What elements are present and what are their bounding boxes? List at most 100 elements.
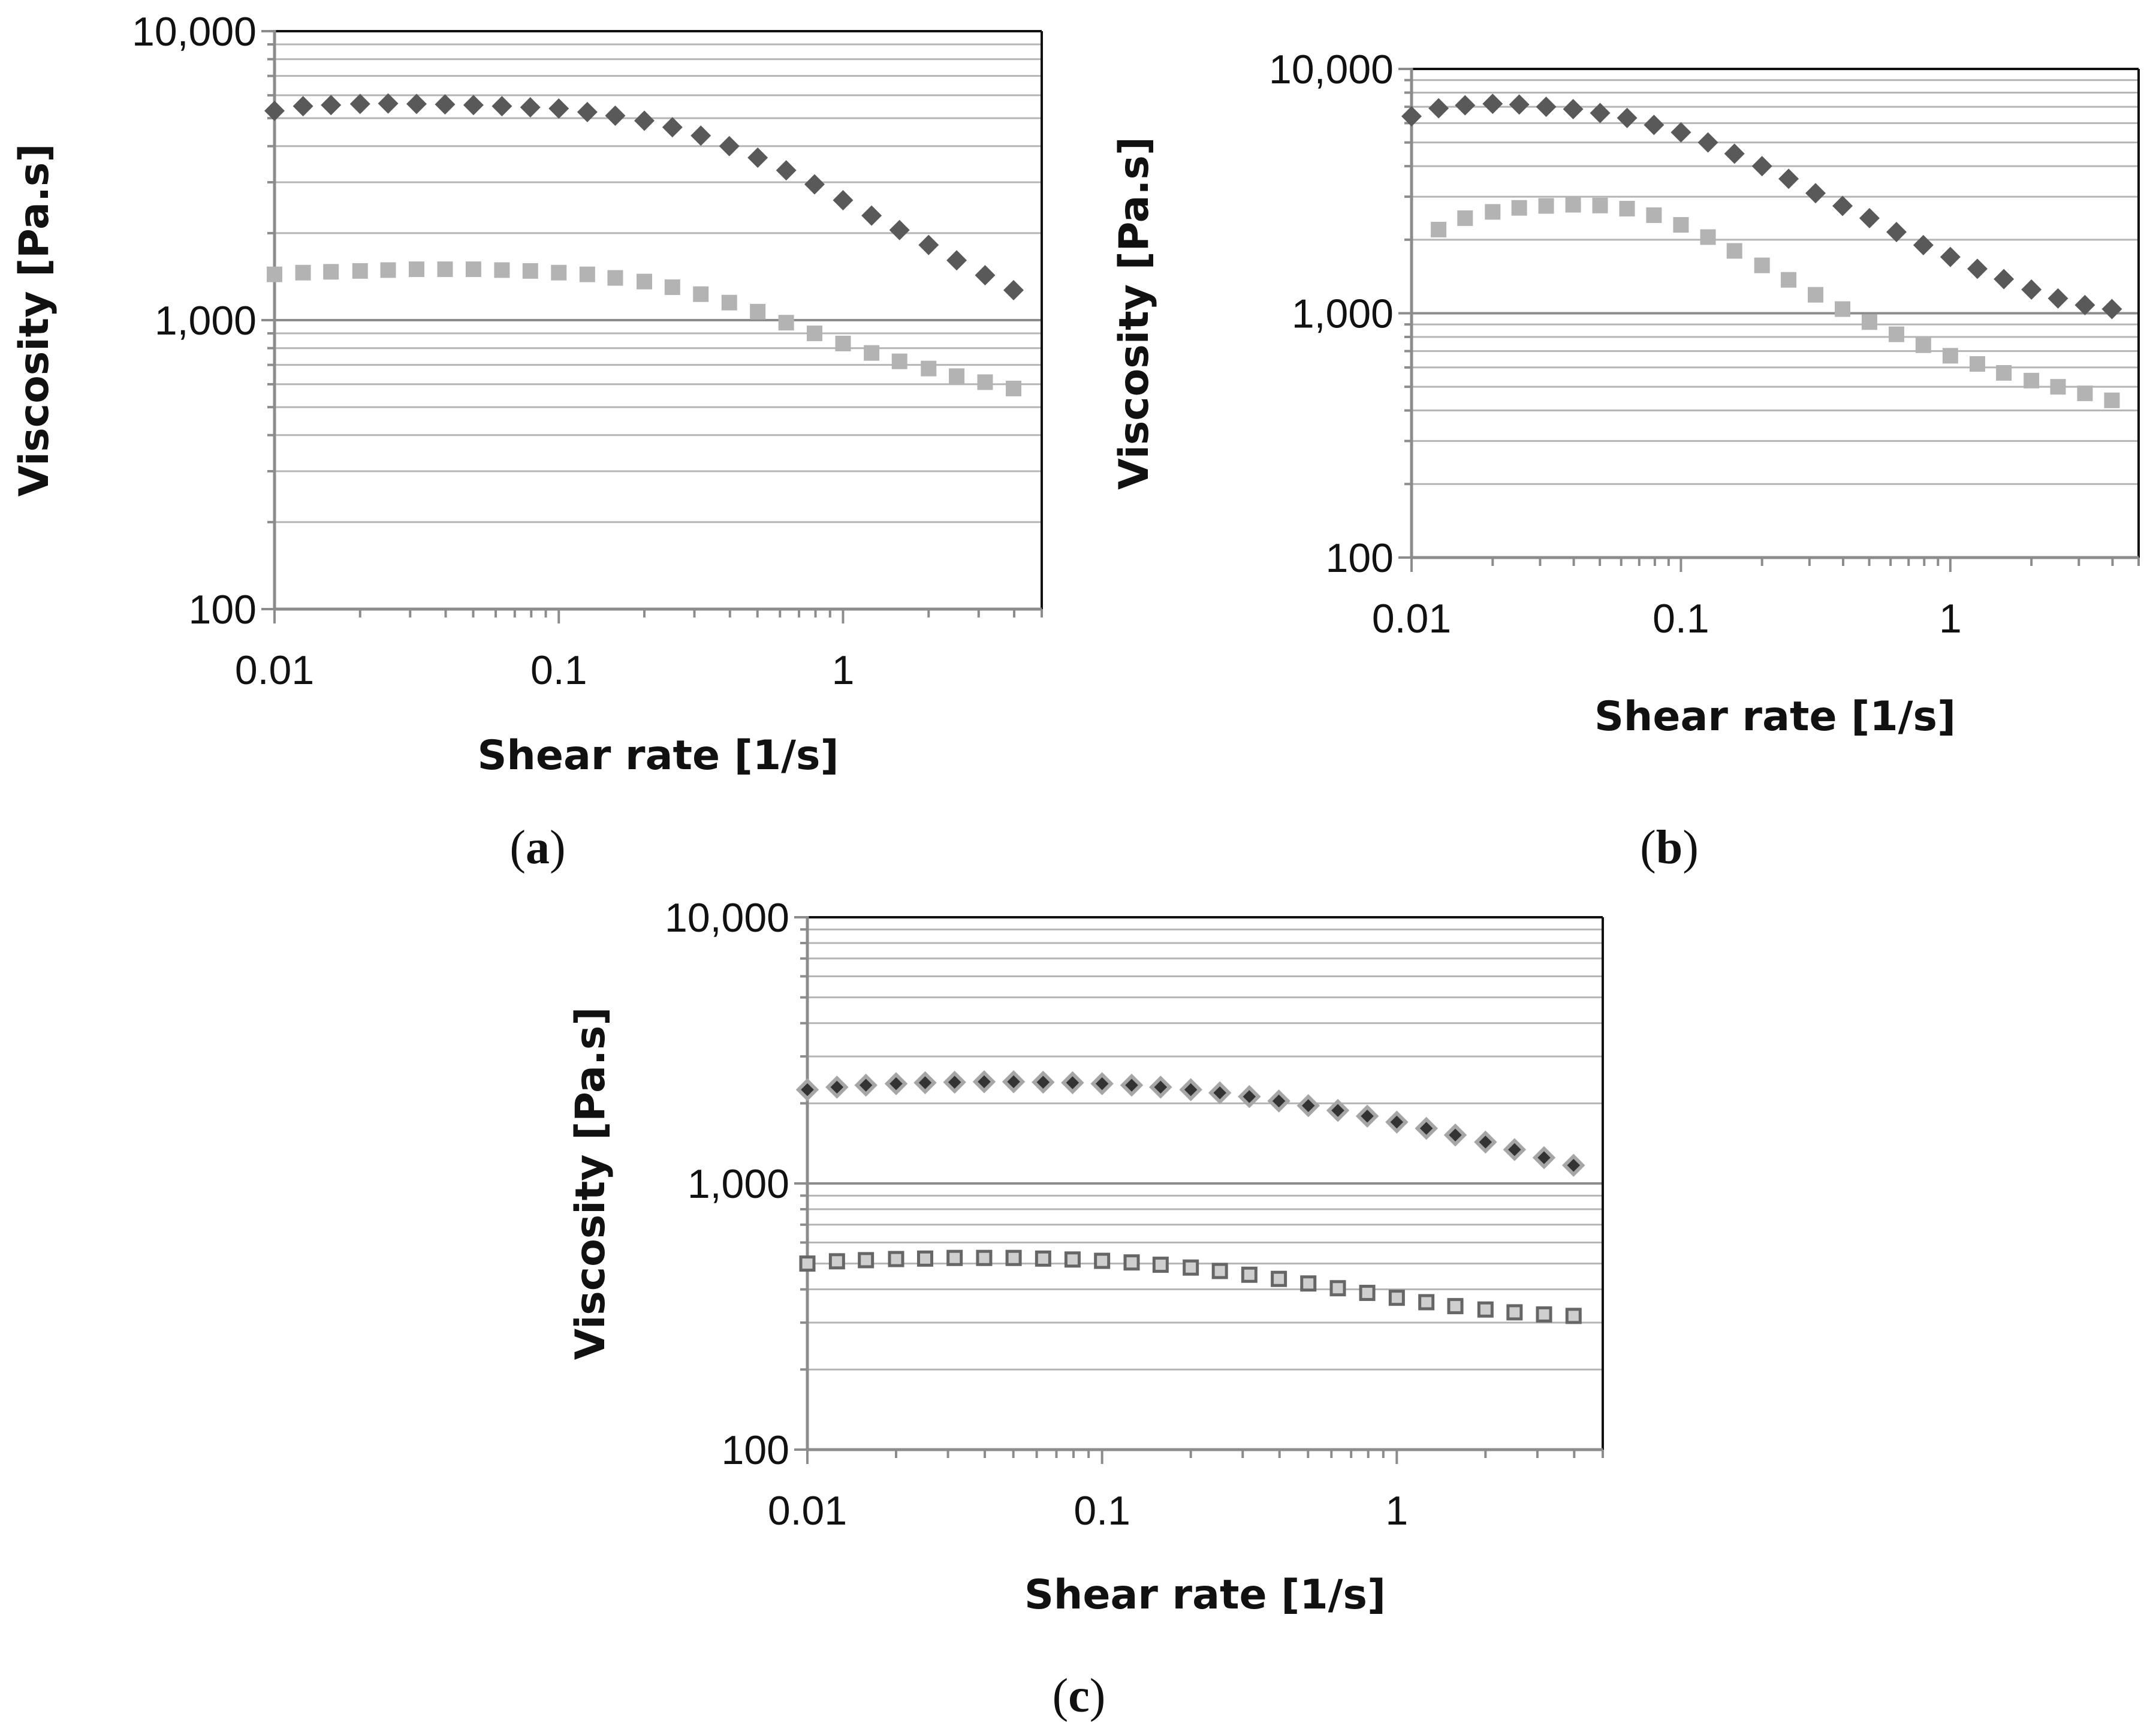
data-point-square [1359,1285,1376,1302]
data-point-diamond [293,96,313,117]
data-point-diamond [1697,132,1718,153]
data-point-diamond [2048,288,2068,309]
data-point-diamond [1455,95,1476,116]
data-point-diamond [1032,1070,1055,1094]
data-point-square [1485,204,1501,220]
panel-label-letter: c [1068,1670,1090,1722]
data-point-diamond [889,219,910,240]
data-point-diamond [463,95,484,116]
data-point-square [835,336,851,352]
chart-panel-a: 100 1,000 10,000 0.01 0.1 1 Shear rate [1/s] Vi… [11,9,1043,874]
data-point-square [1754,257,1770,273]
data-point-diamond [1805,183,1826,204]
data-point-square [946,1249,963,1266]
data-point-diamond [833,189,854,210]
data-point-diamond [1267,1089,1290,1113]
series-1 [264,93,1024,300]
data-point-diamond [1562,1153,1585,1177]
data-point-square [1996,365,2012,381]
data-point-square [1861,314,1877,330]
data-point-square [1969,356,1985,372]
data-point-diamond [634,110,655,131]
data-point-square [693,286,709,302]
data-point-diamond [747,147,768,168]
data-point-square [1329,1280,1346,1297]
data-point-square [664,279,680,296]
data-point-square [976,1249,993,1266]
data-point-diamond [349,94,370,115]
data-point-diamond [2101,299,2122,320]
data-point-diamond [1994,269,2015,290]
data-point-diamond [1428,98,1449,119]
data-point-square [1888,326,1904,342]
data-point-diamond [943,1070,966,1094]
series-1 [1401,94,2122,320]
panel-label: (b) [1640,821,1699,874]
data-point-diamond [1724,143,1745,164]
data-point-square [1511,200,1527,216]
x-tick-label: 0.01 [768,1488,847,1534]
y-tick-label: 10,000 [132,9,257,55]
y-tick-label: 100 [189,587,257,632]
series-2 [267,261,1022,397]
data-point-square [1726,243,1742,259]
data-point-diamond [1778,168,1799,189]
data-point-diamond [946,250,967,271]
data-point-square [1942,348,1958,364]
panel-label-letter: a [526,821,550,874]
data-point-diamond [1443,1123,1467,1147]
y-tick-label: 1,000 [1292,291,1394,337]
data-point-diamond [2021,279,2042,300]
data-point-square [352,263,368,279]
data-point-diamond [264,100,285,121]
data-point-diamond [1296,1094,1320,1117]
data-point-square [380,262,396,278]
data-point-square [778,315,794,331]
data-point-diamond [719,135,740,156]
y-tick-label: 100 [1326,535,1394,581]
data-point-diamond [1401,106,1422,126]
series-2 [1431,197,2120,408]
data-point-diamond [825,1076,849,1099]
data-point-diamond [861,205,882,226]
data-point-diamond [1179,1078,1202,1101]
data-point-diamond [690,125,711,146]
data-point-square [1538,198,1554,214]
data-point-square [750,303,766,320]
data-point-square [295,264,311,281]
data-point-square [1123,1254,1140,1271]
data-point-square [1006,381,1022,397]
data-point-square [1619,201,1635,217]
data-point-square [977,374,993,390]
data-point-diamond [1002,1070,1026,1094]
data-point-square [1271,1270,1287,1287]
data-point-square [522,263,538,279]
data-point-square [1477,1301,1494,1318]
data-point-square [799,1255,816,1272]
data-point-diamond [1590,103,1611,123]
data-point-square [1094,1252,1111,1269]
data-point-square [1388,1290,1405,1306]
panel-label-letter: b [1656,821,1683,874]
data-point-square [858,1252,875,1269]
data-point-square [1211,1263,1228,1279]
y-tick-label: 10,000 [665,895,789,941]
data-point-square [2077,385,2093,402]
data-point-diamond [1003,279,1024,300]
data-point-square [888,1251,904,1267]
data-point-square [917,1250,934,1267]
data-point-diamond [520,97,541,118]
x-tick-label: 1 [1385,1488,1408,1534]
data-point-diamond [975,265,996,286]
data-point-square [323,264,339,280]
x-tick-label: 0.1 [1653,596,1709,641]
series-2 [799,1249,1582,1324]
data-point-square [1418,1294,1435,1311]
y-axis-title: Viscosity [Pa.s] [1111,137,1158,490]
y-tick-label: 1,000 [155,298,257,344]
data-point-diamond [548,98,569,119]
data-point-diamond [1120,1073,1144,1097]
data-point-square [891,353,907,369]
data-point-diamond [1482,94,1503,115]
